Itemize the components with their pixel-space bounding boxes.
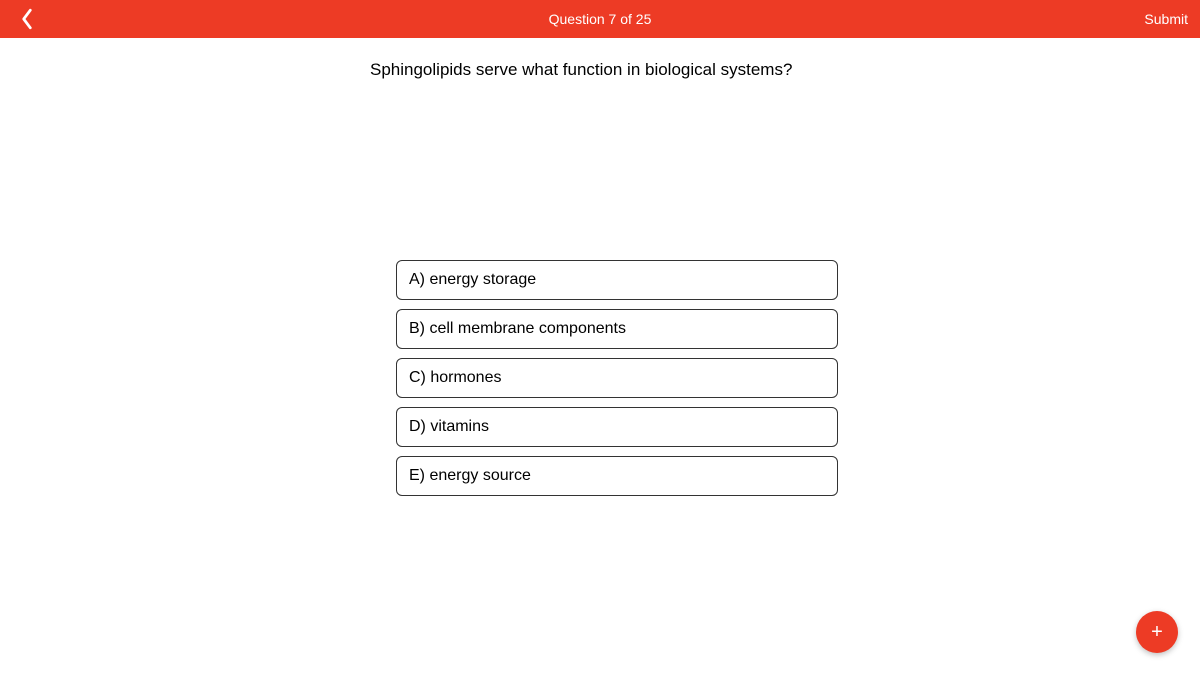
option-d[interactable]: D) vitamins — [396, 407, 838, 447]
option-label: B) cell membrane components — [409, 320, 626, 337]
option-c[interactable]: C) hormones — [396, 358, 838, 398]
option-e[interactable]: E) energy source — [396, 456, 838, 496]
question-counter: Question 7 of 25 — [549, 11, 652, 27]
option-label: D) vitamins — [409, 418, 489, 435]
option-label: A) energy storage — [409, 271, 536, 288]
add-button[interactable]: + — [1136, 611, 1178, 653]
option-label: E) energy source — [409, 467, 531, 484]
option-b[interactable]: B) cell membrane components — [396, 309, 838, 349]
content-area: Sphingolipids serve what function in bio… — [0, 38, 1200, 496]
submit-button[interactable]: Submit — [1144, 11, 1188, 27]
back-button[interactable] — [12, 4, 42, 34]
chevron-left-icon — [20, 8, 34, 30]
option-label: C) hormones — [409, 369, 501, 386]
question-text: Sphingolipids serve what function in bio… — [370, 60, 1200, 80]
plus-icon: + — [1151, 621, 1163, 644]
option-a[interactable]: A) energy storage — [396, 260, 838, 300]
options-list: A) energy storage B) cell membrane compo… — [396, 260, 838, 496]
header-bar: Question 7 of 25 Submit — [0, 0, 1200, 38]
